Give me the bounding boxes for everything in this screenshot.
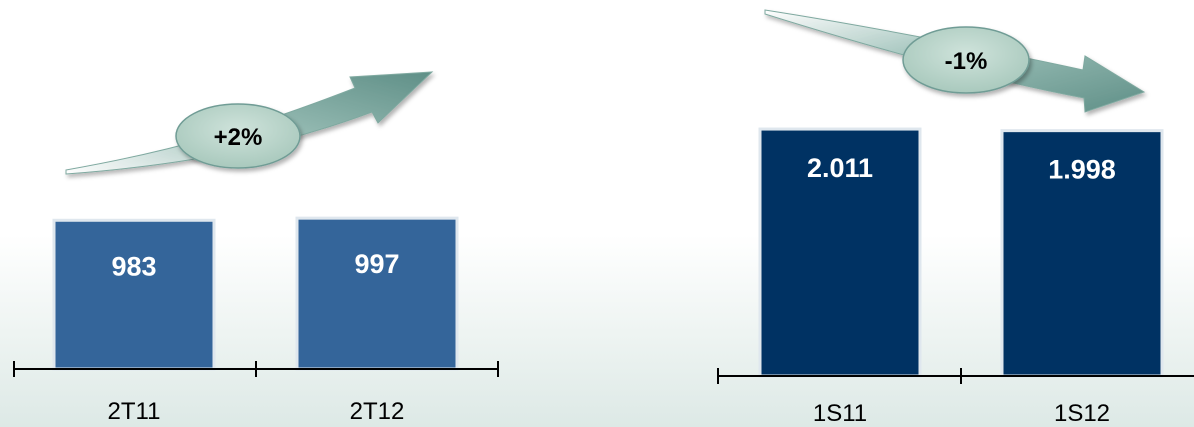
bar-label-1s12: 1.998 xyxy=(1048,155,1116,185)
trend-arrow-left: +2% xyxy=(65,71,434,175)
bar-label-2t11: 983 xyxy=(111,251,156,281)
change-label-right: -1% xyxy=(945,48,988,75)
category-label-2t12: 2T12 xyxy=(350,398,405,425)
chart-right: 2.011 1.998 1S11 1S12 -1% xyxy=(717,9,1194,427)
bar-1s12 xyxy=(1000,129,1164,378)
bar-2t11 xyxy=(52,218,216,371)
trend-arrow-right: -1% xyxy=(764,9,1146,113)
change-label-left: +2% xyxy=(214,124,263,151)
bar-label-1s11: 2.011 xyxy=(807,153,873,183)
chart-left: 983 997 2T11 2T12 +2% xyxy=(13,71,499,425)
category-label-2t11: 2T11 xyxy=(108,398,161,425)
category-labels-left: 2T11 2T12 xyxy=(108,398,405,425)
category-label-1s12: 1S12 xyxy=(1054,400,1110,427)
value-labels-right: 2.011 1.998 xyxy=(807,153,1116,185)
bar-2t12 xyxy=(295,216,459,371)
bar-label-2t12: 997 xyxy=(354,249,399,279)
value-labels-left: 983 997 xyxy=(111,249,399,281)
change-badge-left xyxy=(175,103,301,169)
category-labels-right: 1S11 1S12 xyxy=(813,400,1110,427)
x-axis-right xyxy=(717,368,1194,384)
x-axis-left xyxy=(13,361,499,377)
change-badge-right xyxy=(902,26,1030,94)
bars-left xyxy=(52,216,459,371)
category-label-1s11: 1S11 xyxy=(813,400,867,427)
